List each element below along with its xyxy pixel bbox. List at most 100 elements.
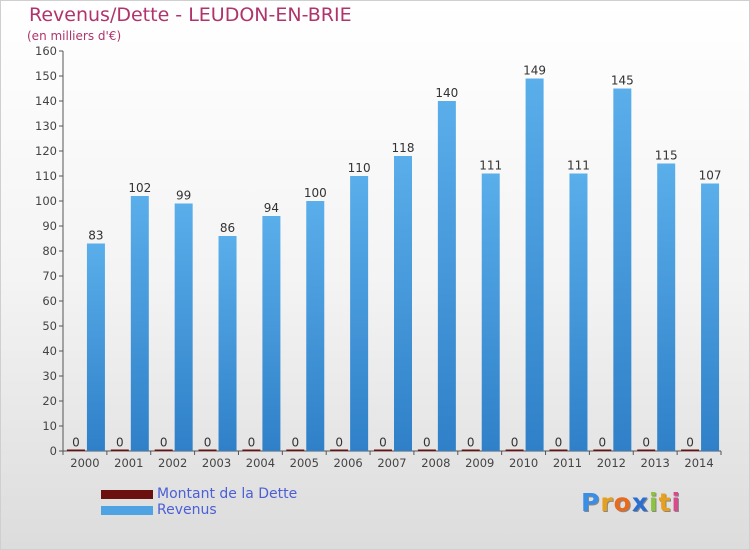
data-label-revenus: 107 [699, 169, 722, 183]
data-label-revenus: 100 [304, 186, 327, 200]
x-tick-label: 2007 [377, 456, 406, 470]
data-label-revenus: 102 [128, 181, 151, 195]
logo-letter: x [631, 488, 649, 517]
bar-revenus [569, 173, 588, 451]
chart-title: Revenus/Dette - LEUDON-EN-BRIE [29, 4, 352, 26]
data-label-dette: 0 [423, 436, 431, 450]
logo-letter: i [671, 488, 682, 517]
logo-letter: P [581, 488, 601, 517]
data-label-dette: 0 [379, 436, 387, 450]
bar-revenus [174, 203, 193, 451]
y-tick-label: 20 [42, 394, 57, 408]
y-tick-label: 140 [35, 94, 57, 108]
proxiti-logo: Proxiti [581, 488, 681, 517]
bar-revenus [218, 236, 237, 451]
data-label-dette: 0 [686, 436, 694, 450]
bar-dette [505, 449, 524, 451]
x-tick-label: 2002 [158, 456, 187, 470]
data-label-revenus: 145 [611, 74, 634, 88]
y-tick-label: 90 [42, 219, 57, 233]
bar-revenus [130, 196, 149, 451]
bar-dette [198, 449, 217, 451]
data-label-revenus: 111 [479, 159, 502, 173]
bar-dette [461, 449, 480, 451]
bar-revenus [613, 88, 632, 451]
x-tick-label: 2000 [70, 456, 99, 470]
bar-dette [330, 449, 349, 451]
x-tick-label: 2003 [202, 456, 231, 470]
data-label-revenus: 83 [88, 229, 103, 243]
bar-revenus [657, 163, 676, 451]
y-tick-label: 30 [42, 369, 57, 383]
x-tick-label: 2008 [421, 456, 450, 470]
y-tick-label: 70 [42, 269, 57, 283]
logo-letter: r [600, 488, 614, 517]
x-tick-label: 2005 [290, 456, 319, 470]
x-tick-label: 2006 [333, 456, 362, 470]
bar-revenus [437, 101, 456, 451]
x-tick-label: 2009 [465, 456, 494, 470]
data-label-revenus: 118 [392, 141, 415, 155]
bar-revenus [350, 176, 369, 451]
chart-subtitle: (en milliers d'€) [27, 29, 122, 43]
legend-swatch-revenus [101, 506, 153, 515]
bar-dette [154, 449, 173, 451]
data-label-revenus: 149 [523, 64, 546, 78]
logo-letter: o [613, 488, 632, 517]
data-label-dette: 0 [555, 436, 563, 450]
data-label-dette: 0 [72, 436, 80, 450]
y-tick-label: 60 [42, 294, 57, 308]
x-tick-label: 2001 [114, 456, 143, 470]
x-tick-label: 2004 [246, 456, 275, 470]
bar-dette [417, 449, 436, 451]
x-tick-label: 2012 [597, 456, 626, 470]
x-tick-label: 2010 [509, 456, 538, 470]
data-label-dette: 0 [160, 436, 168, 450]
bar-revenus [701, 183, 720, 451]
data-label-dette: 0 [642, 436, 650, 450]
bar-dette [593, 449, 612, 451]
data-label-revenus: 94 [264, 201, 279, 215]
bar-revenus [306, 201, 325, 451]
data-label-revenus: 99 [176, 189, 191, 203]
data-label-revenus: 115 [655, 149, 678, 163]
bar-revenus [86, 243, 105, 451]
bar-dette [637, 449, 656, 451]
data-label-dette: 0 [248, 436, 256, 450]
bar-dette [549, 449, 568, 451]
x-tick-label: 2014 [684, 456, 713, 470]
data-label-dette: 0 [291, 436, 299, 450]
data-label-dette: 0 [335, 436, 343, 450]
data-label-revenus: 111 [567, 159, 590, 173]
legend-label-dette: Montant de la Dette [157, 486, 298, 502]
y-tick-label: 100 [35, 194, 57, 208]
bar-revenus [394, 156, 412, 451]
data-label-revenus: 110 [348, 161, 371, 175]
bar-dette [110, 449, 129, 451]
bar-dette [681, 449, 700, 451]
bar-revenus [481, 173, 500, 451]
bar-dette [286, 449, 305, 451]
legend-label-revenus: Revenus [157, 502, 217, 518]
y-tick-label: 50 [42, 319, 57, 333]
logo-letter: i [649, 488, 659, 517]
bar-dette [66, 449, 85, 451]
bar-revenus [525, 78, 544, 451]
x-tick-label: 2013 [641, 456, 670, 470]
x-tick-label: 2011 [553, 456, 582, 470]
y-tick-label: 80 [42, 244, 57, 258]
logo-letter: t [658, 488, 672, 517]
data-label-dette: 0 [599, 436, 607, 450]
y-tick-label: 120 [35, 144, 57, 158]
legend-swatch-dette [101, 490, 153, 499]
y-tick-label: 160 [35, 44, 57, 58]
data-label-dette: 0 [511, 436, 519, 450]
bar-dette [374, 449, 392, 451]
y-tick-label: 0 [50, 444, 57, 458]
bar-revenus [262, 216, 281, 451]
y-tick-label: 150 [35, 69, 57, 83]
y-tick-label: 40 [42, 344, 57, 358]
y-tick-label: 10 [42, 419, 57, 433]
